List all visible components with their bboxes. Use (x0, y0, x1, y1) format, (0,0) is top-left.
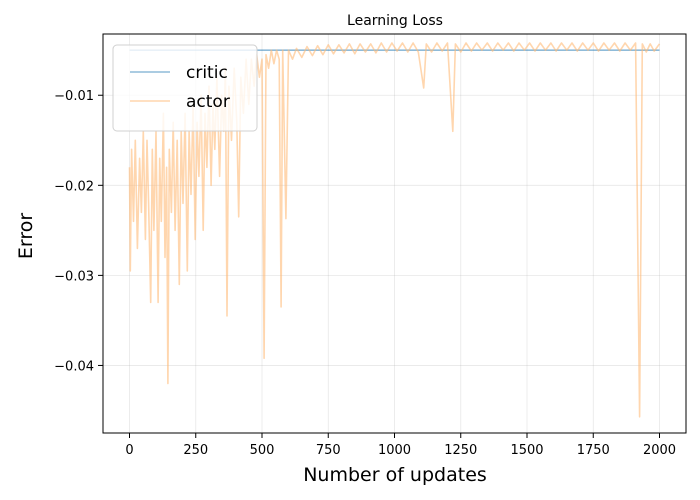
chart-title: Learning Loss (347, 13, 443, 29)
x-tick-label: 250 (183, 443, 208, 458)
legend-label-critic: critic (186, 63, 228, 83)
y-tick-label: −0.04 (54, 359, 94, 374)
y-tick-label: −0.02 (54, 179, 94, 194)
y-axis-title: Error (15, 213, 37, 260)
x-tick-label: 1750 (577, 443, 610, 458)
x-axis: 0 250 500 750 1000 1250 1500 1750 2000 (125, 433, 676, 458)
x-tick-label: 2000 (643, 443, 676, 458)
x-tick-label: 1500 (510, 443, 543, 458)
x-tick-label: 1000 (378, 443, 411, 458)
x-tick-label: 500 (250, 443, 275, 458)
legend-box (112, 44, 258, 132)
y-tick-label: −0.03 (54, 269, 94, 284)
y-axis: −0.01 −0.02 −0.03 −0.04 (54, 89, 103, 374)
x-tick-label: 1250 (444, 443, 477, 458)
y-tick-label: −0.01 (54, 89, 94, 104)
legend: critic actor (112, 44, 258, 132)
x-tick-label: 750 (316, 443, 341, 458)
x-tick-label: 0 (125, 443, 133, 458)
x-axis-title: Number of updates (303, 464, 487, 486)
legend-label-actor: actor (186, 92, 230, 112)
